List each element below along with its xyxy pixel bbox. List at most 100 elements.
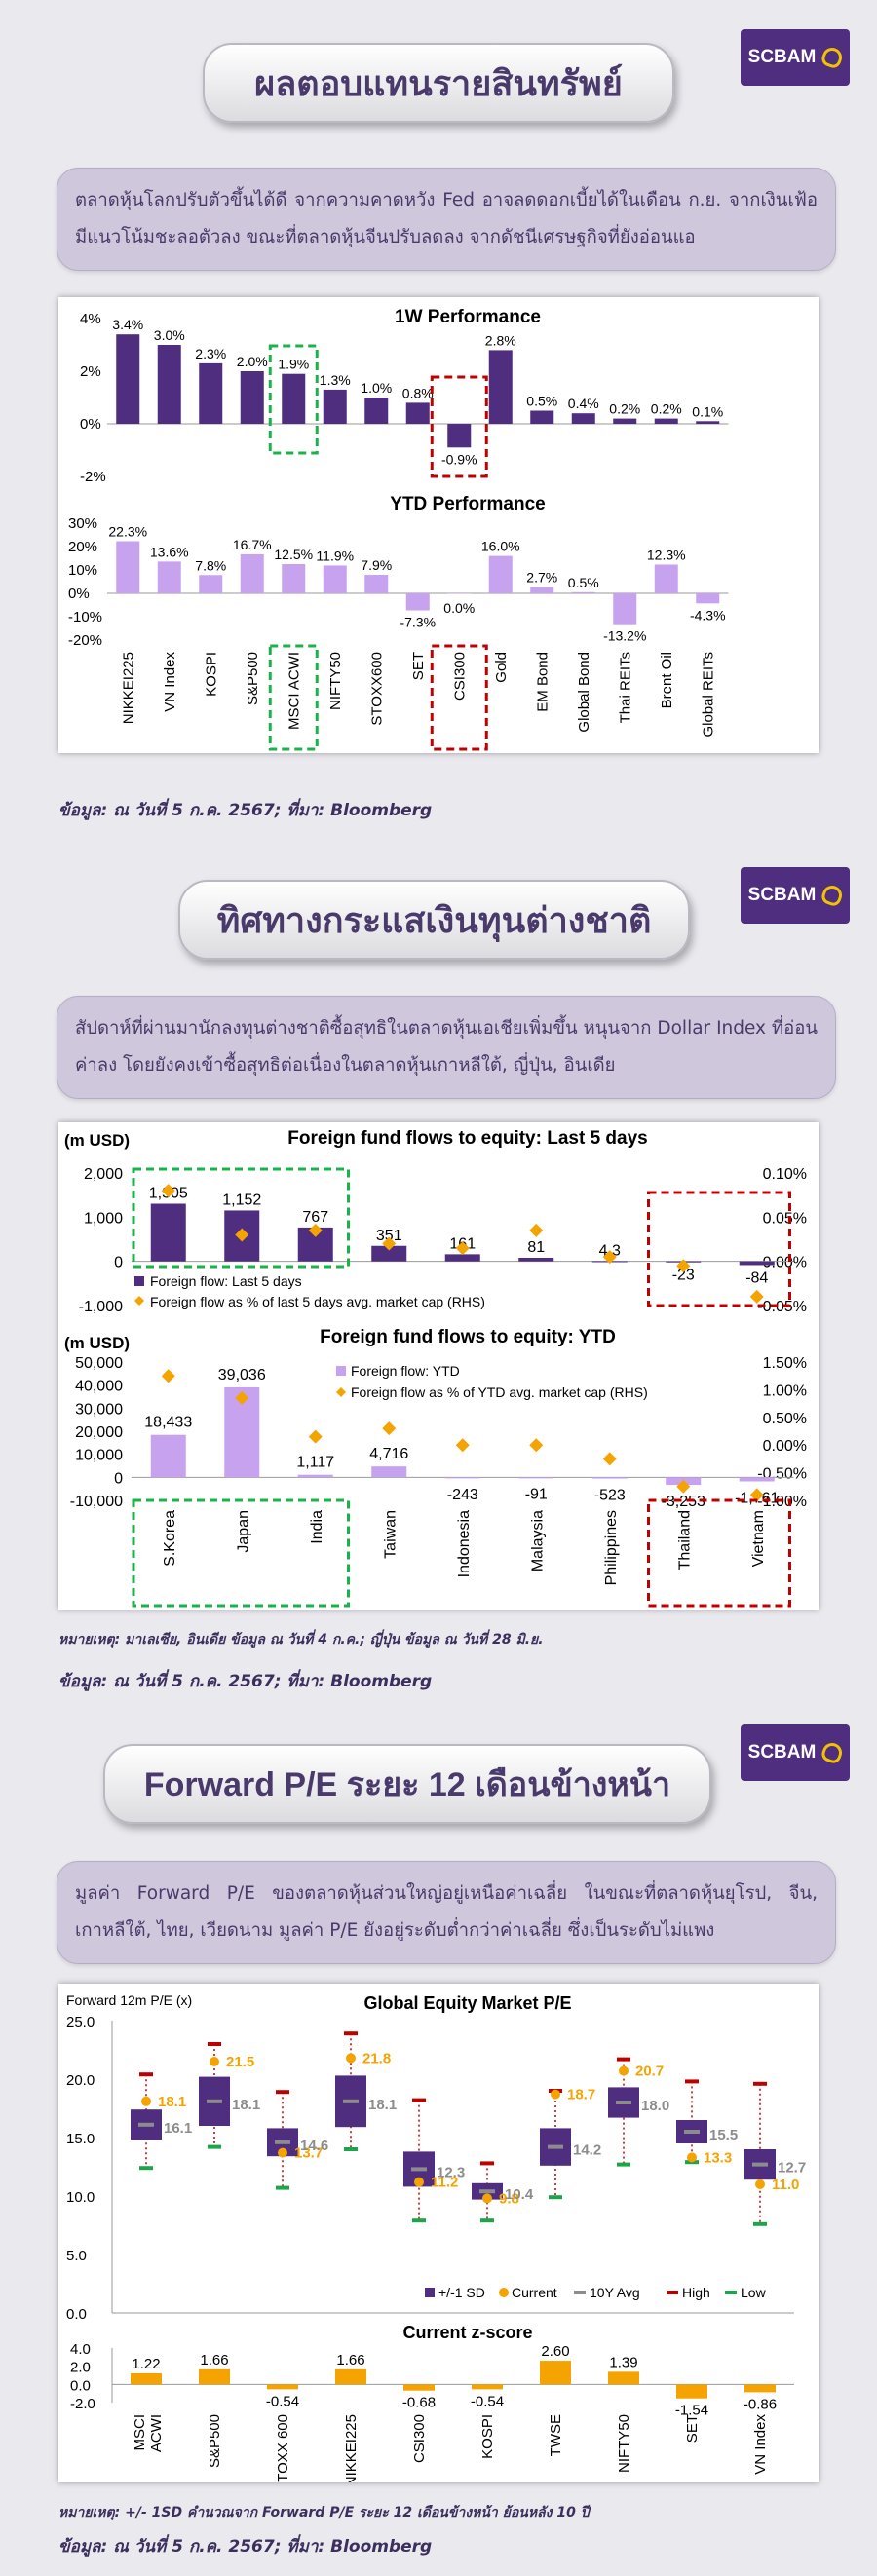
- y-tick-label: -1,000: [79, 1299, 123, 1315]
- bar-ytd-2: [199, 575, 223, 593]
- y-tick-label: 20,000: [75, 1424, 123, 1441]
- marker-flow-pct-6: [602, 1250, 617, 1265]
- x-tick-label: EM Bond: [534, 652, 551, 712]
- y-tick-label: 0.0: [66, 2306, 87, 2323]
- data-label: 13.6%: [150, 544, 189, 559]
- data-label: 1.66: [200, 2352, 228, 2368]
- data-label: 3.4%: [112, 317, 143, 332]
- current-marker-4: [414, 2177, 424, 2187]
- logo-icon: [820, 883, 846, 908]
- bar-ytd-14: [696, 593, 720, 604]
- logo-icon: [820, 45, 846, 70]
- bar-flow-5d-4: [444, 1254, 480, 1262]
- section-asset-returns: ผลตอบแทนรายสินทรัพย์ SCBAM ตลาดหุ้นโลกปร…: [0, 0, 877, 838]
- avg-label: 18.1: [232, 2097, 260, 2113]
- y-tick-label: 5.0: [66, 2248, 87, 2264]
- bar-1w-4: [282, 373, 306, 424]
- y2-tick-label: 0.00%: [763, 1255, 807, 1271]
- data-label: 1.0%: [361, 380, 392, 396]
- data-label: -23: [672, 1268, 695, 1284]
- source-note: ข้อมูล: ณ วันที่ 5 ก.ค. 2567; ที่มา: Blo…: [58, 801, 433, 820]
- x-tick-label: NIKKEI225: [120, 652, 136, 724]
- bar-1w-13: [654, 418, 678, 424]
- bar-zscore-1: [199, 2368, 230, 2385]
- x-tick-label: Japan: [235, 1510, 251, 1553]
- data-label: 351: [376, 1228, 402, 1244]
- data-label: 81: [527, 1239, 545, 1256]
- y-tick-label: 30,000: [75, 1401, 123, 1418]
- bar-zscore-8: [676, 2384, 707, 2399]
- scbam-logo: SCBAM: [741, 29, 850, 86]
- legend-label: +/-1 SD: [438, 2285, 485, 2300]
- bar-flow-ytd-8: [739, 1477, 775, 1482]
- data-label: -0.9%: [441, 451, 477, 467]
- data-label: 22.3%: [108, 523, 147, 539]
- legend-label: High: [682, 2285, 710, 2300]
- current-label: 9.8: [499, 2190, 519, 2207]
- data-label: -523: [594, 1488, 626, 1504]
- bar-1w-6: [364, 398, 389, 424]
- current-marker-8: [687, 2152, 697, 2163]
- marker-flow-ytd-pct-0: [161, 1369, 175, 1383]
- legend-swatch: [336, 1366, 346, 1376]
- x-tick-label: SET: [684, 2414, 701, 2443]
- data-label: -13.2%: [603, 628, 646, 644]
- x-tick-label: NIFTY50: [616, 2414, 632, 2473]
- data-label: 0.0%: [443, 600, 475, 616]
- y-tick-label: 25.0: [66, 2014, 95, 2030]
- section-foreign-flows: ทิศทางกระแสเงินทุนต่างชาติ SCBAM สัปดาห์…: [0, 838, 877, 1695]
- chart-title: Foreign fund flows to equity: YTD: [320, 1327, 616, 1347]
- y-tick-label: 1,000: [84, 1210, 123, 1227]
- marker-flow-ytd-pct-1: [235, 1390, 249, 1405]
- asset-performance-chart: 1W Performance 4% 2% 0% -2% 3.4% 3.0% 2.3% 2.0% 1…: [68, 307, 729, 751]
- x-tick-label: Global Bond: [576, 652, 592, 733]
- data-label: -1.54: [675, 2403, 708, 2419]
- legend-label: Foreign flow: Last 5 days: [150, 1273, 302, 1289]
- x-tick-label: Taiwan: [382, 1510, 399, 1559]
- data-label: 2.60: [541, 2343, 569, 2360]
- y-tick-label: 0%: [68, 586, 90, 602]
- data-label: 1.39: [609, 2354, 637, 2370]
- bar-1w-8: [447, 424, 472, 448]
- bar-1w-11: [571, 413, 595, 424]
- y-tick-label: -10%: [68, 609, 102, 625]
- marker-flow-ytd-pct-2: [308, 1429, 323, 1444]
- x-tick-label: S&P500: [207, 2414, 223, 2468]
- chart-title: Global Equity Market P/E: [363, 1993, 571, 2013]
- remark-note: หมายเหตุ: มาเลเซีย, อินเดีย ข้อมูล ณ วัน…: [58, 1632, 544, 1648]
- section-title: ทิศทางกระแสเงินทุนต่างชาติ: [178, 880, 690, 960]
- bar-ytd-4: [282, 564, 306, 593]
- bar-flow-5d-0: [150, 1203, 186, 1262]
- highlight-box-red: [647, 1498, 791, 1608]
- current-label: 20.7: [635, 2064, 664, 2080]
- data-label: 0.4%: [568, 396, 599, 411]
- x-tick-label: SET: [410, 652, 427, 680]
- data-label: 1,117: [296, 1455, 334, 1471]
- highlight-box-green: [268, 344, 319, 455]
- bar-ytd-7: [405, 593, 430, 611]
- data-label: 7.9%: [361, 557, 392, 573]
- bar-zscore-7: [608, 2371, 639, 2385]
- bar-ytd-8: [447, 593, 472, 594]
- avg-label: 10.4: [505, 2186, 534, 2203]
- y2-tick-label: 0.10%: [763, 1166, 807, 1183]
- data-label: 1,152: [222, 1192, 261, 1208]
- data-label: -0.68: [402, 2395, 436, 2411]
- x-tick-label: Thailand: [676, 1510, 693, 1570]
- data-label: 4,716: [369, 1446, 408, 1462]
- legend-label: 10Y Avg: [590, 2285, 640, 2300]
- highlight-box-red: [430, 644, 488, 751]
- y-tick-label: -2.0: [70, 2396, 95, 2412]
- bar-flow-ytd-4: [444, 1477, 480, 1479]
- x-tick-label: Philippines: [603, 1510, 620, 1585]
- foreign-flows-panel: (m USD) Foreign fund flows to equity: Las…: [58, 1122, 819, 1610]
- marker-flow-pct-0: [161, 1184, 175, 1198]
- x-tick-label: MSCI ACWI: [286, 652, 302, 730]
- scbam-logo: SCBAM: [741, 1724, 850, 1781]
- y2-tick-label: -0.05%: [757, 1299, 807, 1315]
- asset-performance-panel: 1W Performance 4% 2% 0% -2% 3.4% 3.0% 2.3% 2.0% 1…: [58, 297, 819, 753]
- bar-zscore-3: [335, 2368, 366, 2385]
- y-tick-label: 2%: [80, 363, 101, 380]
- legend-swatch: [134, 1276, 144, 1286]
- avg-label: 18.1: [368, 2097, 397, 2113]
